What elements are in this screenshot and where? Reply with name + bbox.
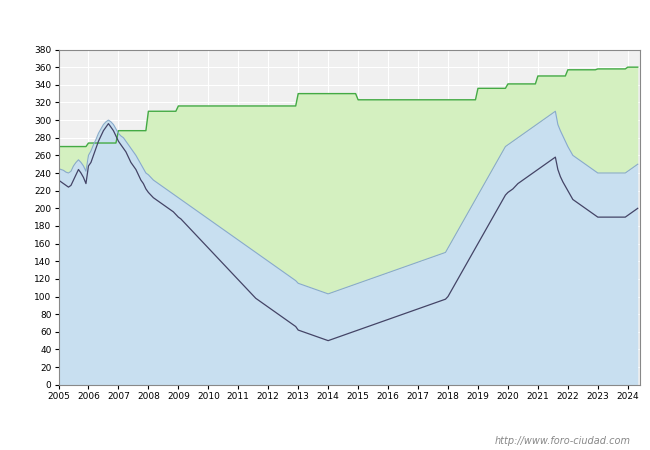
Text: http://www.foro-ciudad.com: http://www.foro-ciudad.com — [495, 436, 630, 446]
Text: Mozárbez - Evolucion de la poblacion en edad de Trabajar Mayo de 2024: Mozárbez - Evolucion de la poblacion en … — [83, 15, 567, 28]
